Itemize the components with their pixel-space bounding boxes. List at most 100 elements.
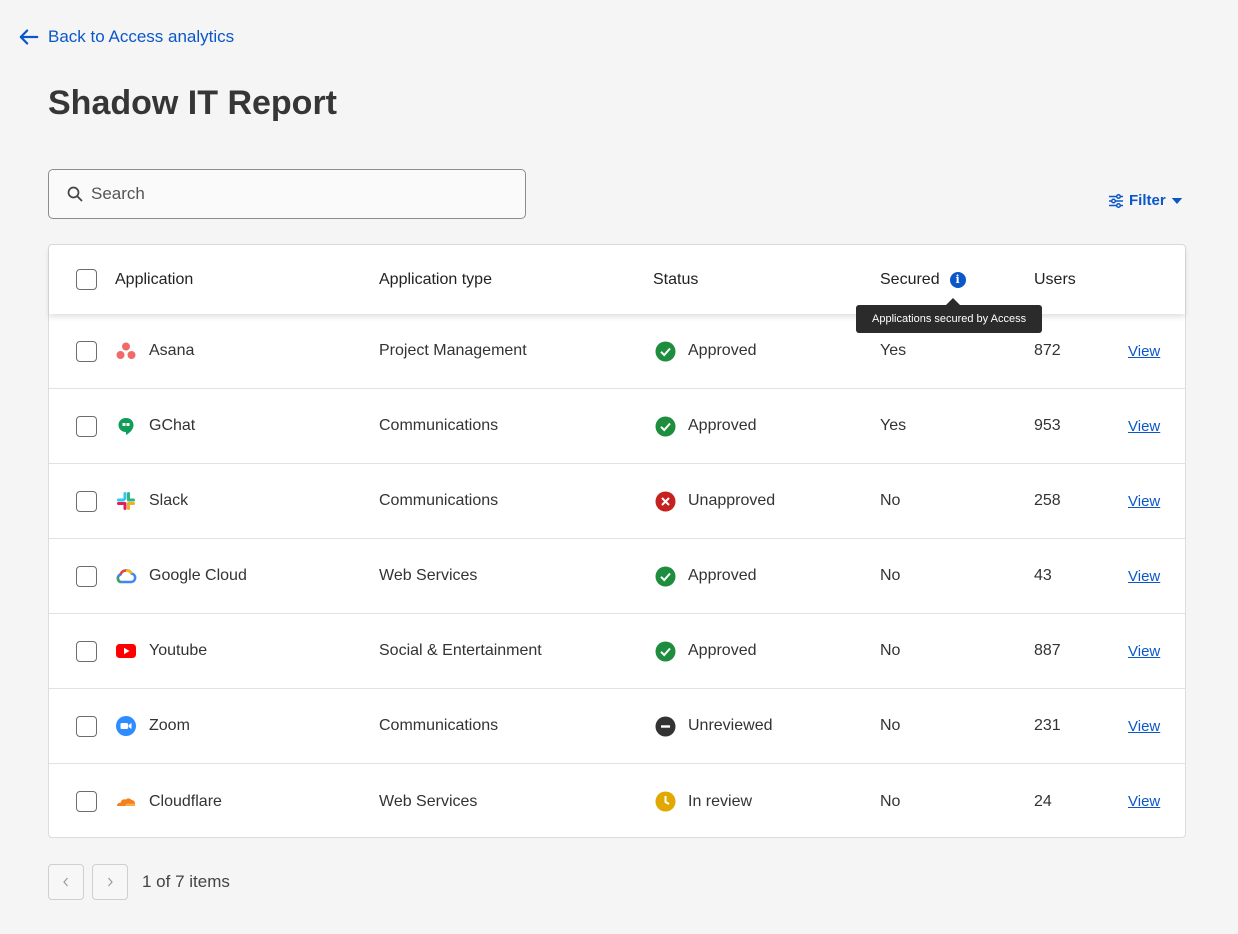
secured-value: Yes [880,342,907,359]
youtube-icon [115,640,137,662]
application-type: Communications [379,417,499,434]
table-row: Youtube Social & Entertainment Approved No 8… [49,614,1185,689]
chevron-left-icon [63,877,68,887]
google-cloud-icon [115,565,137,587]
clock-icon [655,791,676,812]
secured-value: No [880,567,901,584]
table-header: Application Application type Status Secu… [49,245,1185,314]
search-box[interactable] [48,169,526,219]
chevron-right-icon [108,877,113,887]
column-header-users[interactable]: Users [1034,270,1076,288]
status-label: Unapproved [688,492,776,509]
application-name: Slack [149,492,189,509]
row-checkbox-zoom[interactable] [76,716,97,737]
status-label: Unreviewed [688,717,773,734]
users-count: 872 [1034,342,1061,359]
zoom-icon [115,715,137,737]
check-circle-icon [655,416,676,437]
column-header-secured[interactable]: Secured i [880,245,966,314]
previous-page-button[interactable] [48,864,84,900]
secured-value: No [880,792,901,810]
view-link-google-cloud[interactable]: View [1128,567,1161,585]
view-link-gchat[interactable]: View [1128,417,1161,435]
application-name: Google Cloud [149,567,247,584]
table-row: Zoom Communications Unreviewed No 231 View [49,689,1185,764]
column-header-secured-label: Secured [880,270,940,288]
row-checkbox-asana[interactable] [76,341,97,362]
view-link-youtube[interactable]: View [1128,642,1161,660]
table-row: Cloudflare Web Services In review No 24 View [49,764,1185,839]
users-count: 231 [1034,717,1061,734]
sliders-icon [1109,193,1123,208]
view-link-zoom[interactable]: View [1128,717,1161,735]
status-cell: Approved [655,389,757,463]
search-input[interactable] [91,184,491,204]
asana-icon [115,340,137,362]
users-count: 258 [1034,492,1061,509]
status-cell: Unapproved [655,464,775,538]
table-row: GChat Communications Approved Yes 953 View [49,389,1185,464]
column-header-status[interactable]: Status [653,270,699,288]
pagination: 1 of 7 items [48,864,230,900]
application-cell: Google Cloud [115,539,247,613]
column-header-application-type[interactable]: Application type [379,270,492,288]
application-name: Asana [149,342,195,359]
status-label: Approved [688,567,757,584]
row-checkbox-gchat[interactable] [76,416,97,437]
filter-label: Filter [1129,192,1166,209]
table-row: Slack Communications Unapproved No 258 View [49,464,1185,539]
column-header-application[interactable]: Application [115,270,194,288]
view-link-cloudflare[interactable]: View [1128,793,1161,810]
gchat-icon [115,415,137,437]
cloudflare-icon [115,791,137,813]
status-label: Approved [688,642,757,659]
check-circle-icon [655,641,676,662]
status-cell: Approved [655,614,757,688]
page-title: Shadow IT Report [48,84,337,122]
users-count: 953 [1034,417,1061,434]
row-checkbox-cloudflare[interactable] [76,791,97,812]
search-icon [67,186,83,202]
filter-button[interactable]: Filter [1108,192,1183,209]
status-label: Approved [688,417,757,434]
secured-value: Yes [880,417,907,434]
view-link-asana[interactable]: View [1128,342,1161,360]
secured-tooltip: Applications secured by Access [856,298,1043,333]
pagination-info: 1 of 7 items [142,872,230,891]
application-cell: Cloudflare [115,764,222,839]
next-page-button[interactable] [92,864,128,900]
users-count: 24 [1034,792,1052,810]
applications-table: Application Application type Status Secu… [48,244,1186,838]
status-label: Approved [688,342,757,359]
application-type: Project Management [379,342,527,359]
minus-circle-icon [655,716,676,737]
secured-value: No [880,717,901,734]
users-count: 887 [1034,642,1061,659]
view-link-slack[interactable]: View [1128,492,1161,510]
application-type: Web Services [379,792,478,810]
application-type: Communications [379,717,499,734]
slack-icon [115,490,137,512]
back-link-label: Back to Access analytics [48,27,235,46]
users-count: 43 [1034,567,1052,584]
application-type: Social & Entertainment [379,642,542,659]
back-link[interactable]: Back to Access analytics [18,26,234,48]
table-row: Google Cloud Web Services Approved No 43 View [49,539,1185,614]
arrow-left-icon [19,29,39,45]
application-cell: Youtube [115,614,207,688]
select-all-checkbox[interactable] [76,269,97,290]
info-icon[interactable]: i [949,271,966,288]
application-name: Youtube [149,642,208,659]
status-cell: In review [655,764,752,839]
caret-down-icon [1171,197,1182,204]
row-checkbox-youtube[interactable] [76,641,97,662]
row-checkbox-google-cloud[interactable] [76,566,97,587]
application-type: Communications [379,492,499,509]
check-circle-icon [655,341,676,362]
check-circle-icon [655,566,676,587]
status-cell: Approved [655,314,757,388]
application-cell: GChat [115,389,195,463]
secured-value: No [880,642,901,659]
application-name: Zoom [149,717,190,734]
row-checkbox-slack[interactable] [76,491,97,512]
